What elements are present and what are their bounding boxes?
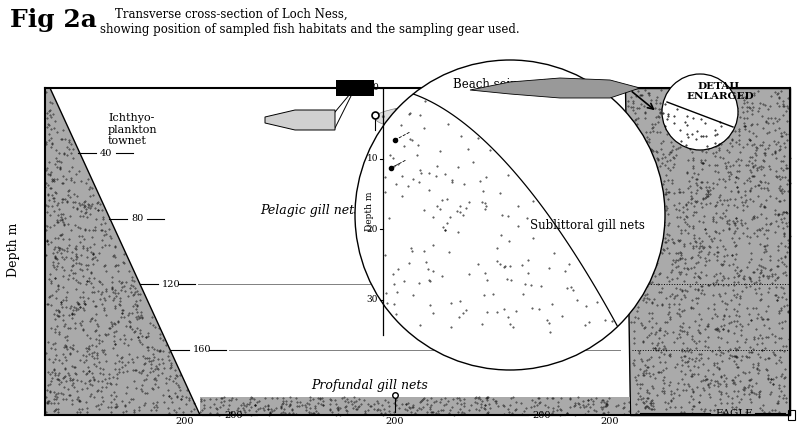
Text: 40: 40	[532, 149, 544, 158]
Text: Fig 2a: Fig 2a	[10, 8, 97, 32]
Polygon shape	[200, 397, 630, 415]
Text: Transverse cross-section of Loch Ness,: Transverse cross-section of Loch Ness,	[115, 8, 348, 21]
Text: 160: 160	[193, 345, 211, 354]
Text: 80: 80	[131, 214, 143, 223]
Text: 200: 200	[386, 416, 404, 426]
Text: showing position of sampled fish habitats and the sampling gear used.: showing position of sampled fish habitat…	[100, 23, 520, 36]
Text: DETAIL
ENLARGED: DETAIL ENLARGED	[686, 82, 754, 101]
Text: 160: 160	[532, 345, 550, 354]
Circle shape	[355, 60, 665, 370]
Text: Profundal gill nets: Profundal gill nets	[312, 379, 428, 392]
Text: 30: 30	[366, 295, 378, 304]
Text: 10: 10	[366, 154, 378, 163]
Text: 200: 200	[224, 411, 242, 419]
Text: 200: 200	[532, 411, 550, 419]
Polygon shape	[470, 78, 640, 98]
Text: 200: 200	[176, 416, 194, 426]
Text: Ichthyo-
plankton
townet: Ichthyo- plankton townet	[108, 113, 158, 146]
Ellipse shape	[375, 104, 535, 132]
Text: EAGLE: EAGLE	[715, 408, 753, 418]
Text: Pelagic gill nets: Pelagic gill nets	[260, 204, 360, 217]
Text: 120: 120	[532, 280, 550, 289]
Text: 0: 0	[372, 83, 378, 93]
Text: Beach seine net: Beach seine net	[453, 78, 547, 91]
Circle shape	[662, 74, 738, 150]
Bar	[788, 410, 795, 420]
Polygon shape	[45, 88, 200, 415]
Text: Depth m: Depth m	[365, 192, 374, 231]
Text: 40: 40	[100, 149, 112, 158]
Text: 200: 200	[601, 416, 619, 426]
Text: Scattering layer: Scattering layer	[490, 105, 586, 119]
Polygon shape	[265, 110, 335, 130]
Text: Depth m: Depth m	[7, 223, 21, 277]
Text: 20: 20	[366, 224, 378, 234]
Text: 120: 120	[162, 280, 181, 289]
Bar	[336, 80, 374, 96]
Polygon shape	[625, 88, 790, 415]
Text: Sublittoral gill nets: Sublittoral gill nets	[530, 218, 645, 232]
Text: 80: 80	[532, 214, 544, 223]
